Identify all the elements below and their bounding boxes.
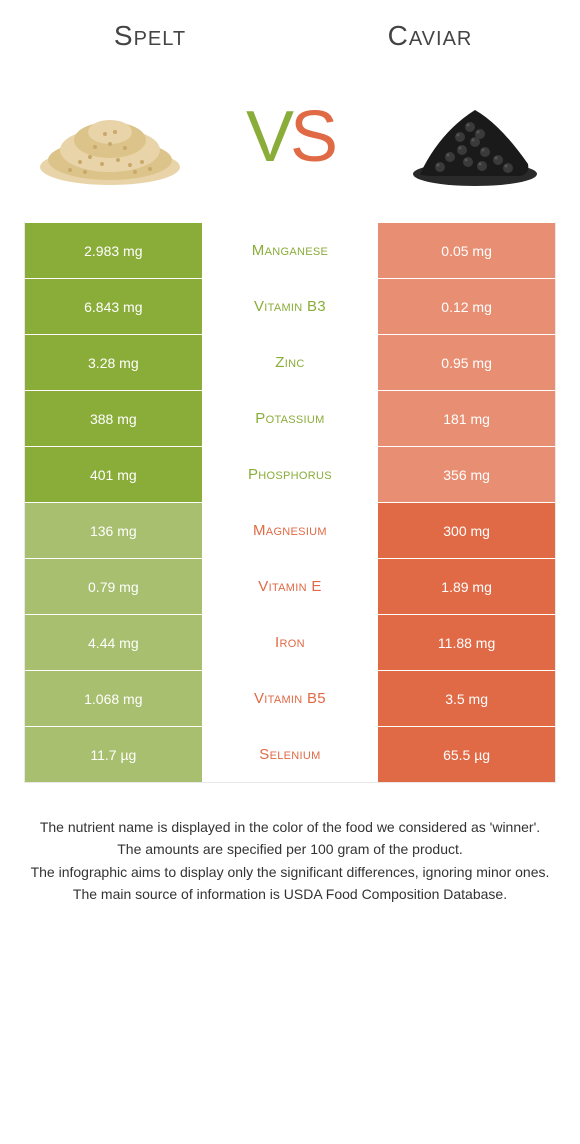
right-value: 1.89 mg: [378, 559, 555, 614]
vs-label: VS: [246, 96, 334, 178]
nutrient-name: Vitamin E: [202, 559, 379, 614]
spelt-image: [30, 82, 190, 192]
left-value: 3.28 mg: [25, 335, 202, 390]
header: Spelt Caviar: [0, 0, 580, 62]
footnote-line: The main source of information is USDA F…: [30, 884, 550, 904]
table-row: 11.7 µgSelenium65.5 µg: [25, 726, 555, 782]
footnotes: The nutrient name is displayed in the co…: [0, 783, 580, 904]
left-value: 2.983 mg: [25, 223, 202, 278]
footnote-line: The nutrient name is displayed in the co…: [30, 817, 550, 837]
nutrient-name: Phosphorus: [202, 447, 379, 502]
food-title-left: Spelt: [50, 20, 250, 52]
right-value: 65.5 µg: [378, 727, 555, 782]
right-value: 0.95 mg: [378, 335, 555, 390]
vs-s: S: [290, 96, 334, 178]
left-value: 0.79 mg: [25, 559, 202, 614]
food-title-right: Caviar: [330, 20, 530, 52]
right-value: 0.05 mg: [378, 223, 555, 278]
table-row: 3.28 mgZinc0.95 mg: [25, 334, 555, 390]
right-value: 181 mg: [378, 391, 555, 446]
left-value: 6.843 mg: [25, 279, 202, 334]
left-value: 1.068 mg: [25, 671, 202, 726]
table-row: 1.068 mgVitamin B53.5 mg: [25, 670, 555, 726]
nutrient-name: Magnesium: [202, 503, 379, 558]
caviar-image: [390, 82, 550, 192]
vs-v: V: [246, 96, 290, 178]
left-value: 11.7 µg: [25, 727, 202, 782]
table-row: 2.983 mgManganese0.05 mg: [25, 222, 555, 278]
table-row: 4.44 mgIron11.88 mg: [25, 614, 555, 670]
table-row: 6.843 mgVitamin B30.12 mg: [25, 278, 555, 334]
table-row: 388 mgPotassium181 mg: [25, 390, 555, 446]
nutrient-name: Iron: [202, 615, 379, 670]
comparison-table: 2.983 mgManganese0.05 mg6.843 mgVitamin …: [24, 222, 556, 783]
table-row: 0.79 mgVitamin E1.89 mg: [25, 558, 555, 614]
nutrient-name: Selenium: [202, 727, 379, 782]
nutrient-name: Zinc: [202, 335, 379, 390]
right-value: 3.5 mg: [378, 671, 555, 726]
right-value: 356 mg: [378, 447, 555, 502]
right-value: 0.12 mg: [378, 279, 555, 334]
nutrient-name: Vitamin B5: [202, 671, 379, 726]
nutrient-name: Vitamin B3: [202, 279, 379, 334]
left-value: 136 mg: [25, 503, 202, 558]
left-value: 4.44 mg: [25, 615, 202, 670]
images-row: VS: [0, 62, 580, 222]
right-value: 300 mg: [378, 503, 555, 558]
left-value: 401 mg: [25, 447, 202, 502]
right-value: 11.88 mg: [378, 615, 555, 670]
footnote-line: The amounts are specified per 100 gram o…: [30, 839, 550, 859]
nutrient-name: Potassium: [202, 391, 379, 446]
table-row: 401 mgPhosphorus356 mg: [25, 446, 555, 502]
footnote-line: The infographic aims to display only the…: [30, 862, 550, 882]
nutrient-name: Manganese: [202, 223, 379, 278]
left-value: 388 mg: [25, 391, 202, 446]
table-row: 136 mgMagnesium300 mg: [25, 502, 555, 558]
